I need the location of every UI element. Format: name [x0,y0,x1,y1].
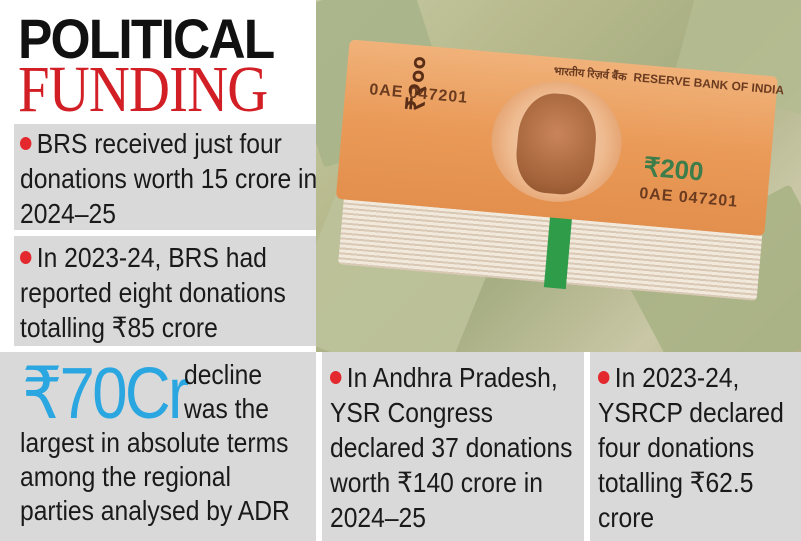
info-text: In Andhra Pradesh, YSR Congress declared… [330,362,573,533]
denomination: ₹200 [642,151,705,187]
info-text: BRS received just four donations worth 1… [20,128,318,229]
info-text: In 2023-24, YSRCP declared four donation… [598,362,784,533]
serial-number: 0AE 047201 [638,185,739,211]
info-box-decline: ₹70Cr decline was the largest in absolut… [0,352,316,541]
decline-description: largest in absolute terms among the regi… [20,427,290,526]
bullet-dot-icon [598,371,610,384]
info-box-brs-2024: BRS received just four donations worth 1… [14,124,318,230]
info-box-ysrcp-2023: In 2023-24, YSRCP declared four donation… [590,352,801,541]
info-box-brs-2023: In 2023-24, BRS had reported eight donat… [14,236,316,346]
denomination-vertical: ₹२०० [399,54,435,113]
decline-amount: ₹70Cr [22,354,189,434]
banknote-stack: भारतीय रिज़र्व बैंक RESERVE BANK OF INDI… [328,39,788,326]
title-block: POLITICAL FUNDING [0,0,316,126]
bullet-dot-icon [330,371,342,384]
decline-text: decline was the [184,359,269,424]
info-text: In 2023-24, BRS had reported eight donat… [20,242,286,343]
title-political: POLITICAL [18,7,275,70]
banknotes-photo: भारतीय रिज़र्व बैंक RESERVE BANK OF INDI… [316,0,801,352]
bullet-dot-icon [20,251,32,264]
info-box-ysr-2024: In Andhra Pradesh, YSR Congress declared… [322,352,584,541]
bullet-dot-icon [20,137,32,150]
title-funding: FUNDING [18,53,268,126]
